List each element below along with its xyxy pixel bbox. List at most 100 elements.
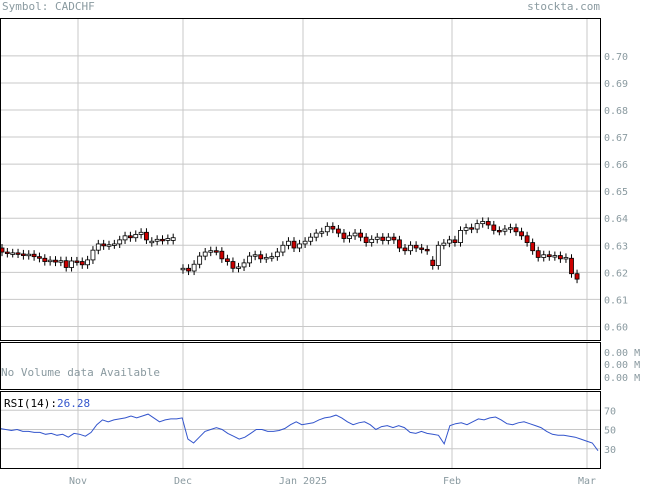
candle-body — [144, 231, 149, 241]
candle-body — [58, 260, 64, 263]
candle-body — [385, 236, 391, 241]
candle-body — [446, 239, 452, 244]
candle-body — [219, 250, 225, 260]
candle-body — [180, 267, 186, 271]
x-tick-label: Mar — [578, 476, 596, 486]
candle-body — [563, 257, 569, 260]
candle-body — [263, 257, 269, 260]
candle-body — [347, 235, 352, 239]
candle-body — [170, 237, 176, 241]
candle-body — [308, 236, 314, 242]
candle-body — [191, 263, 197, 272]
candle-body — [458, 230, 463, 243]
candle-body — [79, 261, 85, 266]
x-tick-label: Dec — [174, 476, 192, 486]
no-volume-label: No Volume data Available — [1, 366, 160, 379]
rsi-panel-grid — [0, 391, 600, 468]
candle-body — [10, 252, 16, 255]
candle-body — [358, 232, 364, 238]
candle-body — [230, 261, 236, 269]
candle-body — [101, 243, 107, 247]
candle-body — [391, 236, 397, 241]
candle-body — [286, 240, 291, 246]
axis-labels: Nov Dec Jan 2025 Feb Mar 0.70 0.69 0.68 0.67 0.66… — [69, 52, 640, 486]
price-tick-label: 0.66 — [604, 160, 628, 171]
candle-body — [138, 231, 144, 235]
price-tick-label: 0.68 — [604, 106, 628, 117]
price-tick-label: 0.63 — [604, 241, 628, 252]
candle-body — [4, 251, 10, 254]
candle-body — [341, 232, 347, 239]
rsi-value: 26.28 — [57, 397, 90, 410]
candle-body — [186, 267, 191, 272]
volume-tick-label: 0.00 M — [604, 373, 640, 384]
candle-body — [546, 254, 552, 258]
candle-body — [202, 251, 208, 257]
candle-body — [197, 255, 203, 265]
candle-body — [402, 247, 408, 252]
candle-body — [474, 223, 480, 230]
candle-body — [319, 231, 325, 234]
volume-panel-grid — [77, 342, 588, 389]
candle-body — [42, 257, 48, 262]
candle-body — [31, 253, 37, 258]
candle-body — [463, 227, 469, 231]
candle-body — [95, 243, 101, 251]
candle-body — [508, 227, 513, 230]
candle-body — [154, 238, 160, 242]
candle-body — [469, 227, 475, 230]
candle-body — [513, 227, 519, 233]
candle-body — [480, 221, 486, 225]
price-panel-grid — [0, 18, 600, 340]
candle-body — [127, 235, 133, 239]
panel-frames — [0, 18, 601, 469]
candle-body — [241, 262, 247, 268]
candle-body — [419, 247, 425, 250]
candle-body — [313, 232, 319, 238]
candle-body — [280, 244, 286, 253]
price-tick-label: 0.67 — [604, 133, 628, 144]
candle-body — [258, 254, 264, 260]
candle-body — [552, 255, 558, 258]
volume-tick-label: 0.00 M — [604, 360, 640, 371]
candle-body — [530, 242, 536, 252]
candle-body — [352, 232, 358, 237]
panel-frame — [0, 391, 601, 469]
candle-body — [324, 225, 330, 233]
candle-body — [252, 254, 258, 257]
candle-body — [85, 259, 90, 266]
candle-body — [117, 239, 123, 245]
candle-body — [20, 253, 26, 256]
rsi-label: RSI(14):26.28 — [4, 397, 90, 410]
candle-body — [291, 240, 297, 249]
candle-body — [424, 248, 430, 252]
price-tick-label: 0.69 — [604, 79, 628, 90]
candle-body — [574, 273, 580, 280]
candle-body — [408, 244, 413, 252]
candle-body — [569, 257, 574, 275]
candle-body — [111, 243, 117, 246]
rsi-tick-label: 50 — [604, 426, 616, 437]
candle-body — [302, 240, 308, 245]
candle-body — [0, 247, 5, 253]
candle-body — [165, 238, 171, 241]
candle-body — [452, 239, 458, 243]
candle-body — [274, 251, 280, 258]
candle-body — [63, 260, 69, 268]
price-tick-label: 0.65 — [604, 187, 628, 198]
candle-body — [496, 230, 502, 233]
candle-body — [524, 235, 530, 243]
candle-body — [369, 238, 375, 243]
candle-body — [122, 235, 128, 241]
candle-body — [15, 252, 21, 255]
candle-body — [413, 244, 419, 249]
candle-body — [160, 238, 165, 242]
rsi-tick-label: 30 — [604, 445, 616, 456]
x-tick-label: Jan 2025 — [279, 476, 327, 486]
candle-body — [397, 239, 402, 249]
candle-body — [133, 234, 139, 239]
candle-body — [558, 255, 563, 260]
candle-body — [149, 240, 155, 244]
candle-body — [90, 249, 96, 261]
candle-body — [502, 228, 508, 232]
